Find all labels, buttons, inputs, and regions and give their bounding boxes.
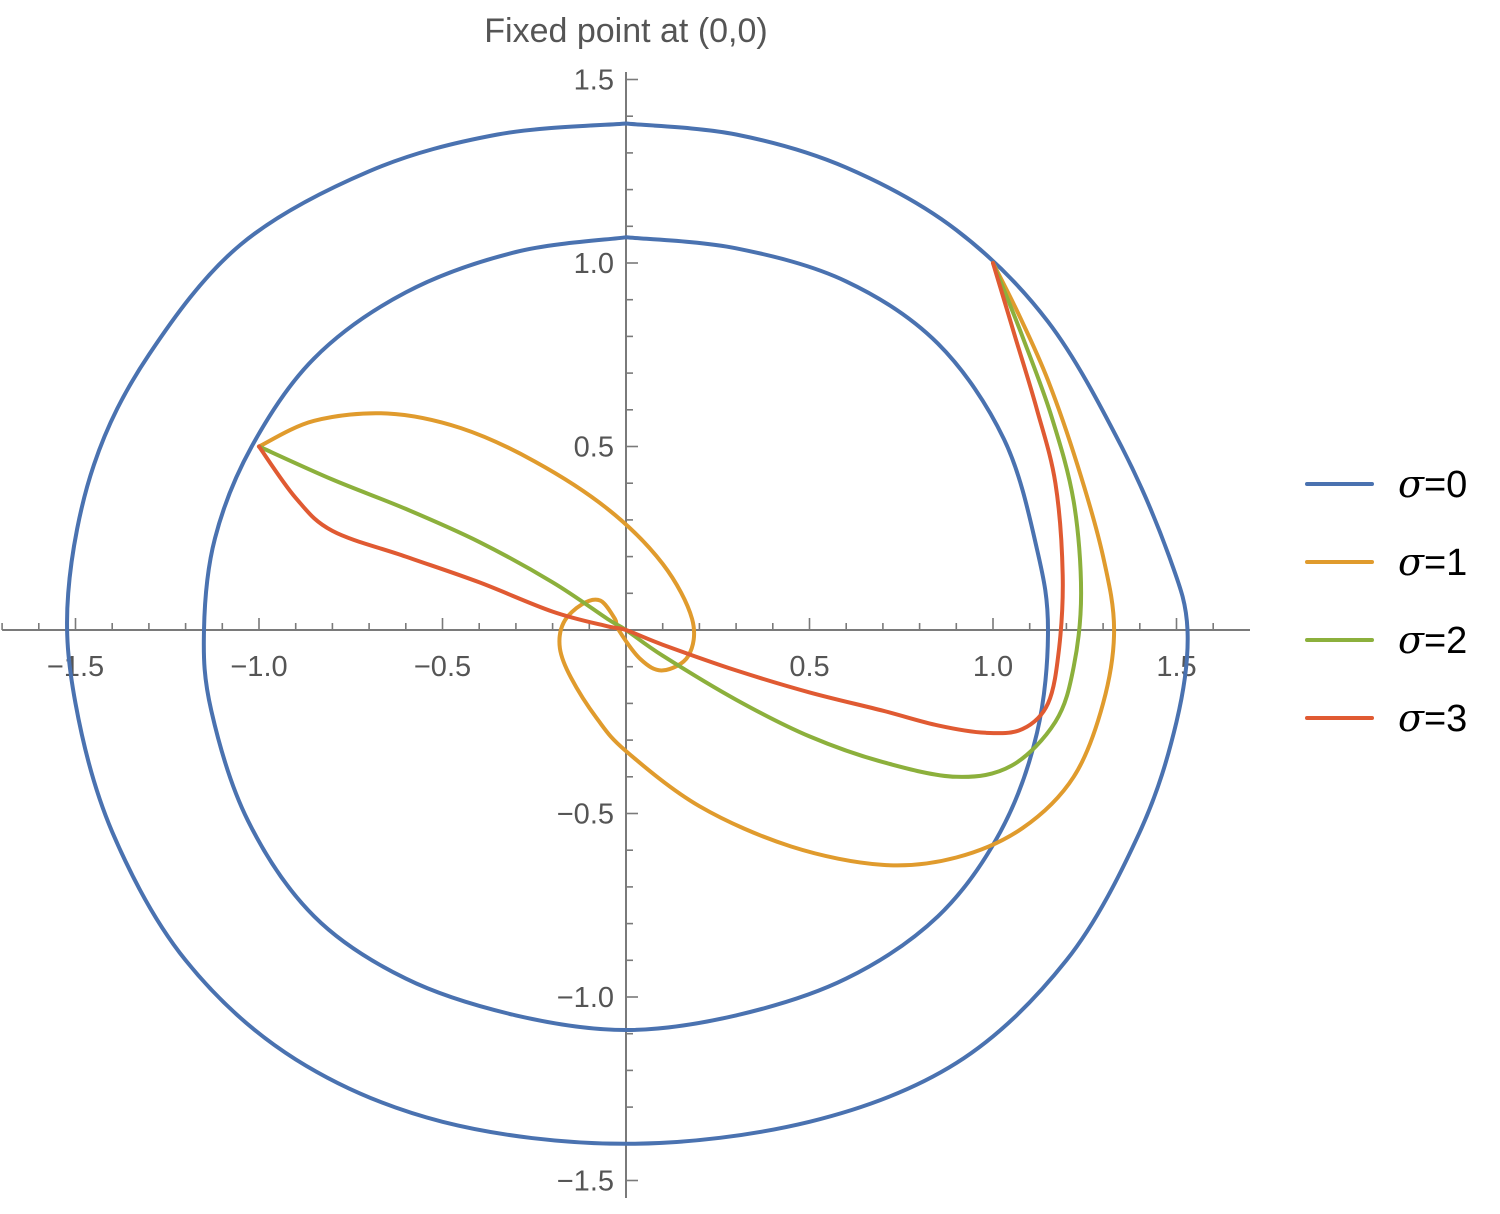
series-sigma-3 [257,261,1065,736]
legend-entry: σ=2 [1305,618,1467,662]
legend-label: σ=3 [1398,696,1467,740]
legend-entry: σ=1 [1305,540,1467,584]
series-line [257,261,1084,779]
y-tick-label: 0.5 [574,432,614,464]
legend-label: σ=2 [1398,618,1467,662]
legend-entry: σ=3 [1305,696,1467,740]
x-tick-label: −1.5 [47,651,104,683]
series-line [257,261,1117,868]
legend: σ=0 σ=1 σ=2 σ=3 [1305,462,1467,740]
series-line [201,235,1050,1032]
series-sigma-2 [257,261,1084,779]
y-tick-label: −1.0 [557,982,614,1014]
x-tick-label: −1.0 [230,651,287,683]
series-line [257,261,1065,736]
tick-labels: −1.5 −1.0 −0.5 0.5 1.0 1.5 1.5 1.0 0.5 −0.5 −1.0 −1… [47,65,1197,1198]
series-layer [65,121,1190,1146]
ticks [1,78,1214,1182]
x-tick-label: −0.5 [414,651,471,683]
series-sigma-1 [257,261,1117,868]
chart-title: Fixed point at (0,0) [484,12,767,50]
legend-entry: σ=0 [1305,462,1467,506]
x-tick-label: 1.0 [973,651,1013,683]
y-tick-label: −1.5 [557,1166,614,1198]
series-line [65,121,1190,1146]
legend-label: σ=1 [1398,540,1467,584]
x-tick-label: 0.5 [789,651,829,683]
y-tick-label: 1.5 [574,65,614,97]
x-tick-label: 1.5 [1156,651,1196,683]
legend-label: σ=0 [1398,462,1467,506]
y-tick-label: −0.5 [557,799,614,831]
series-sigma-0 [65,121,1190,1146]
y-tick-label: 1.0 [574,248,614,280]
